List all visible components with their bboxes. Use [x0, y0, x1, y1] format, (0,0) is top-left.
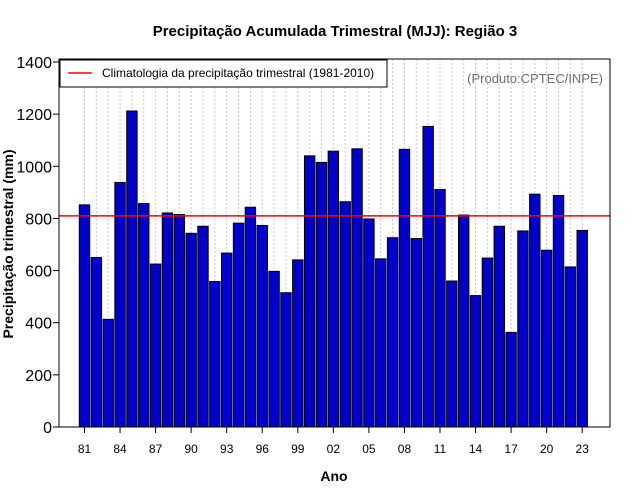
x-tick-label: 93 [220, 442, 234, 456]
x-tick-label: 81 [78, 442, 92, 456]
bar-2000 [303, 155, 316, 428]
bar-2002 [327, 150, 340, 428]
bars [78, 110, 588, 428]
bar-2004 [351, 148, 363, 428]
bar-2012 [446, 280, 458, 428]
legend-label: Climatologia da precipitação trimestral … [102, 66, 374, 80]
bar-1993 [221, 252, 233, 428]
x-tick-label: 87 [149, 442, 163, 456]
x-tick-label: 11 [434, 442, 447, 456]
source-label: (Produto:CPTEC/INPE) [467, 71, 603, 86]
bar-1991 [197, 225, 209, 428]
x-tick-label: 90 [184, 442, 198, 456]
bar-2015 [481, 257, 494, 428]
bar-2014 [469, 295, 482, 428]
bar-2020 [540, 249, 553, 428]
y-tick-label: 1200 [16, 107, 52, 124]
bar-2010 [422, 125, 434, 428]
bar-2009 [410, 238, 423, 428]
bar-1986 [138, 203, 150, 428]
bar-1983 [102, 318, 114, 428]
bar-2007 [386, 237, 399, 428]
legend-box [59, 59, 388, 88]
x-tick-label: 99 [291, 442, 305, 456]
bar-1992 [209, 281, 221, 428]
bar-1988 [161, 212, 174, 428]
bar-2001 [315, 161, 328, 428]
y-axis-label: Precipitação trimestral (mm) [0, 149, 16, 338]
x-axis-label: Ano [320, 468, 347, 484]
bar-1997 [268, 270, 280, 428]
bar-1985 [126, 110, 138, 428]
bar-1990 [185, 232, 197, 428]
y-tick-label: 1400 [16, 55, 52, 72]
bar-1989 [173, 214, 186, 428]
bar-2022 [564, 266, 577, 428]
bar-2003 [339, 201, 351, 428]
plot-frame [58, 58, 611, 428]
bar-2023 [576, 229, 588, 428]
bar-1999 [292, 259, 304, 428]
bar-2019 [529, 193, 541, 428]
bar-2005 [363, 218, 375, 428]
bar-2017 [505, 331, 517, 428]
bar-2013 [458, 214, 470, 428]
x-axis: 81 84 87 90 93 96 99 02 05 08 11 14 17 20 23 [78, 427, 589, 456]
y-tick-label: 1000 [16, 159, 52, 176]
y-tick-label: 800 [25, 211, 52, 228]
bar-1982 [90, 257, 103, 428]
bar-2011 [434, 188, 446, 428]
bar-1995 [244, 206, 257, 428]
legend: Climatologia da precipitação trimestral … [59, 59, 388, 88]
x-tick-label: 02 [327, 442, 341, 456]
y-tick-label: 400 [25, 316, 52, 333]
bar-2018 [517, 230, 529, 428]
y-tick-label: 0 [43, 420, 52, 437]
bar-2006 [375, 258, 387, 428]
bar-2016 [493, 225, 505, 428]
x-tick-label: 23 [576, 442, 590, 456]
x-tick-label: 05 [362, 442, 376, 456]
bar-2021 [552, 194, 565, 428]
x-tick-label: 17 [504, 442, 518, 456]
y-tick-label: 200 [25, 368, 52, 385]
x-tick-label: 84 [113, 442, 127, 456]
bar-1984 [114, 181, 126, 428]
bar-2008 [398, 148, 411, 428]
x-tick-label: 08 [398, 442, 412, 456]
x-tick-label: 96 [256, 442, 270, 456]
bar-1994 [232, 222, 245, 428]
bar-1998 [280, 292, 292, 428]
bar-1987 [149, 263, 162, 428]
y-axis: 0 200 400 600 800 1000 1200 1400 [16, 55, 59, 437]
chart-title: Precipitação Acumulada Trimestral (MJJ):… [153, 23, 518, 40]
y-tick-label: 600 [25, 264, 52, 281]
bar-1981 [78, 204, 91, 428]
x-tick-label: 20 [540, 442, 554, 456]
bar-1996 [256, 224, 268, 428]
x-tick-label: 14 [469, 442, 483, 456]
